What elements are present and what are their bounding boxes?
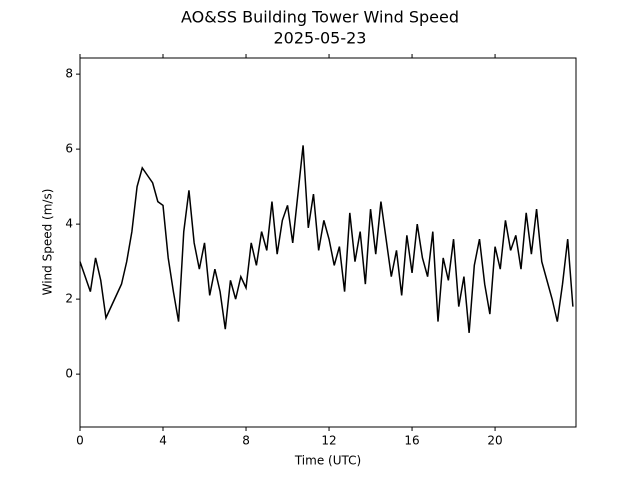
y-tick-label: 4 [65, 217, 73, 231]
y-tick-label: 8 [65, 67, 73, 81]
chart-subtitle: 2025-05-23 [274, 29, 367, 48]
x-tick-label: 4 [159, 434, 167, 448]
x-tick-label: 0 [76, 434, 84, 448]
x-tick-label: 8 [242, 434, 250, 448]
x-tick-label: 12 [321, 434, 336, 448]
y-tick-label: 6 [65, 142, 73, 156]
y-tick-label: 0 [65, 367, 73, 381]
plot-frame [79, 57, 577, 428]
y-tick-label: 2 [65, 292, 73, 306]
x-tick-label: 20 [487, 434, 502, 448]
x-tick-label: 16 [404, 434, 419, 448]
data-line [79, 145, 574, 333]
chart-title: AO&SS Building Tower Wind Speed [181, 8, 459, 27]
y-axis-label: Wind Speed (m/s) [41, 189, 55, 296]
x-axis-label: Time (UTC) [294, 454, 361, 468]
